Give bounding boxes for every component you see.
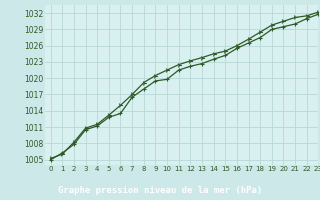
Text: Graphe pression niveau de la mer (hPa): Graphe pression niveau de la mer (hPa) xyxy=(58,186,262,195)
